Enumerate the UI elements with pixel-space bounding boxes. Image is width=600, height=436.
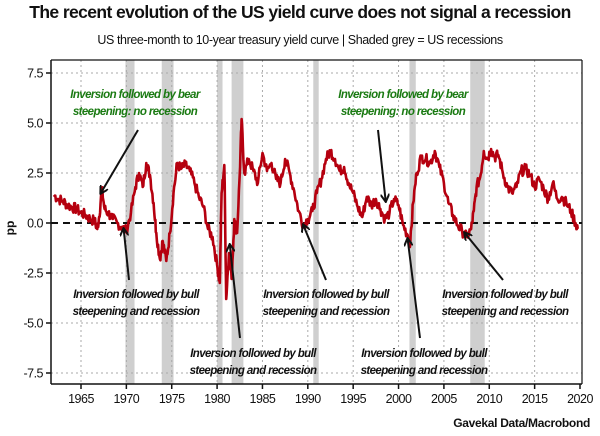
annotation-text: steepening and recession [361, 365, 488, 377]
x-tick-label: 1990 [295, 392, 321, 406]
annotation-text: steepening and recession [263, 306, 390, 318]
recession-band [161, 60, 174, 384]
y-tick-label: 7.5 [27, 67, 43, 81]
x-tick-label: 2010 [476, 392, 502, 406]
annotation-arrow [377, 129, 386, 201]
annotation-arrow [101, 129, 139, 193]
y-tick-label: -7.5 [23, 367, 43, 381]
annotation-arrow [124, 229, 130, 281]
x-tick-label: 2020 [567, 392, 593, 406]
x-tick-label: 2015 [522, 392, 548, 406]
x-tick-label: 2005 [431, 392, 457, 406]
chart-subtitle: US three-month to 10-year treasury yield… [97, 33, 503, 47]
x-tick-label: 1985 [250, 392, 276, 406]
annotation-text: Inversion followed by bull [361, 348, 488, 360]
chart-title: The recent evolution of the US yield cur… [29, 2, 571, 22]
x-tick-label: 1970 [113, 392, 139, 406]
annotation-text: steepening: no recession [341, 106, 466, 118]
x-tick-label: 1965 [68, 392, 94, 406]
y-tick-label: -5.0 [23, 317, 43, 331]
axes [50, 59, 583, 385]
annotation-text: steepening and recession [190, 365, 317, 377]
annotation-arrow [465, 233, 504, 281]
annotation-text: Inversion followed by bull [263, 289, 390, 301]
annotation-text: Inversion followed by bull [73, 289, 200, 301]
source-credit: Gavekal Data/Macrobond [453, 416, 590, 430]
x-tick-label: 1975 [159, 392, 185, 406]
x-tick-label: 2000 [386, 392, 412, 406]
annotation-text: Inversion followed by bull [190, 348, 317, 360]
x-tick-label: 1980 [204, 392, 230, 406]
series-group [52, 117, 579, 301]
annotation-arrow [230, 245, 241, 339]
y-tick-label: 0.0 [27, 217, 43, 231]
annotations: Inversion followed by bear steepening: no… [70, 89, 570, 377]
annotation-arrow [408, 239, 421, 339]
annotation-text: Inversion followed by bull [442, 289, 569, 301]
y-axis-label: pp [3, 221, 17, 236]
y-axis-ticks: 7.5 5.0 2.5 0.0 -2.5 -5.0 -7.5 [23, 67, 51, 381]
y-tick-label: 5.0 [27, 117, 43, 131]
annotation-text: Inversion followed by bear [338, 89, 469, 101]
yield-curve-line [52, 117, 579, 301]
annotation-text: steepening: no recession [73, 106, 198, 118]
annotation-text: Inversion followed by bear [70, 89, 201, 101]
annotation-text: steepening and recession [73, 306, 200, 318]
annotation-text: steepening and recession [442, 306, 569, 318]
y-tick-label: -2.5 [23, 267, 43, 281]
annotation-arrow [303, 225, 327, 281]
y-tick-label: 2.5 [27, 167, 43, 181]
x-axis-ticks: 1965 1970 1975 1980 1985 1990 1995 2000 2005 2010… [68, 384, 594, 406]
x-tick-label: 1995 [340, 392, 366, 406]
